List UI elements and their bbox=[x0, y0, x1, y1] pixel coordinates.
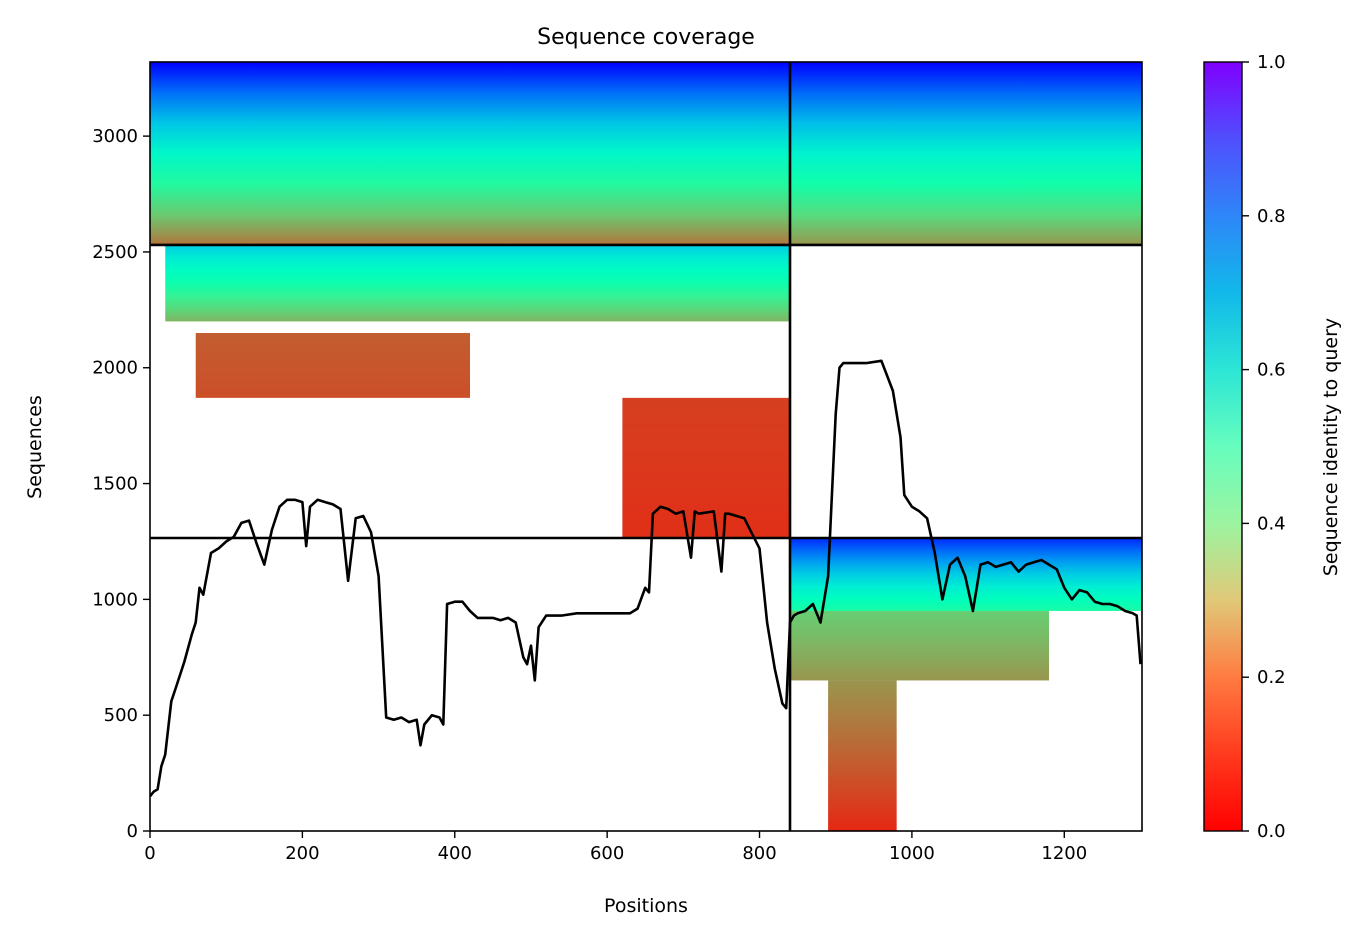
y-tick-label: 2000 bbox=[92, 358, 138, 379]
colorbar-ticks: 0.0 0.2 0.4 0.6 0.8 1.0 bbox=[1242, 52, 1286, 842]
coverage-block bbox=[150, 62, 790, 245]
y-axis: 0 500 1000 1500 2000 2500 3000 bbox=[92, 126, 150, 842]
colorbar-tick-label: 0.0 bbox=[1257, 821, 1286, 842]
x-tick-label: 400 bbox=[438, 843, 472, 864]
x-tick-label: 0 bbox=[144, 843, 155, 864]
x-tick-label: 600 bbox=[590, 843, 624, 864]
x-tick-label: 1000 bbox=[889, 843, 935, 864]
coverage-block bbox=[828, 680, 897, 831]
x-tick-label: 200 bbox=[285, 843, 319, 864]
coverage-block bbox=[790, 610, 1050, 681]
y-tick-label: 0 bbox=[127, 821, 138, 842]
y-tick-label: 500 bbox=[104, 705, 138, 726]
plot-frame bbox=[149, 61, 1143, 832]
coverage-block bbox=[790, 62, 1142, 245]
colorbar-tick-label: 0.2 bbox=[1257, 667, 1286, 688]
coverage-block bbox=[790, 537, 1142, 611]
y-tick-label: 1000 bbox=[92, 589, 138, 610]
colorbar-tick-label: 1.0 bbox=[1257, 52, 1286, 73]
x-tick-label: 1200 bbox=[1041, 843, 1087, 864]
coverage-block bbox=[622, 397, 790, 538]
x-tick-label: 800 bbox=[742, 843, 776, 864]
colorbar-label: Sequence identity to query bbox=[1320, 318, 1342, 576]
colorbar-tick-label: 0.8 bbox=[1257, 206, 1286, 227]
colorbar-tick-label: 0.6 bbox=[1257, 360, 1286, 381]
coverage-block bbox=[165, 244, 790, 322]
plot-area bbox=[149, 61, 1143, 832]
coverage-blocks bbox=[150, 62, 1142, 831]
coverage-line bbox=[150, 359, 1142, 798]
colorbar: 0.0 0.2 0.4 0.6 0.8 1.0 Sequence identity to … bbox=[1203, 52, 1342, 842]
colorbar-tick-label: 0.4 bbox=[1257, 513, 1286, 534]
x-axis: 0 200 400 600 800 1000 1200 bbox=[144, 831, 1087, 864]
x-axis-label: Positions bbox=[604, 895, 688, 917]
chart-title: Sequence coverage bbox=[537, 25, 755, 50]
colorbar-gradient bbox=[1203, 61, 1243, 832]
y-tick-label: 3000 bbox=[92, 126, 138, 147]
block-separators bbox=[150, 62, 1142, 831]
y-tick-label: 2500 bbox=[92, 242, 138, 263]
y-tick-label: 1500 bbox=[92, 474, 138, 495]
coverage-block bbox=[195, 333, 470, 398]
y-axis-label: Sequences bbox=[24, 395, 46, 499]
